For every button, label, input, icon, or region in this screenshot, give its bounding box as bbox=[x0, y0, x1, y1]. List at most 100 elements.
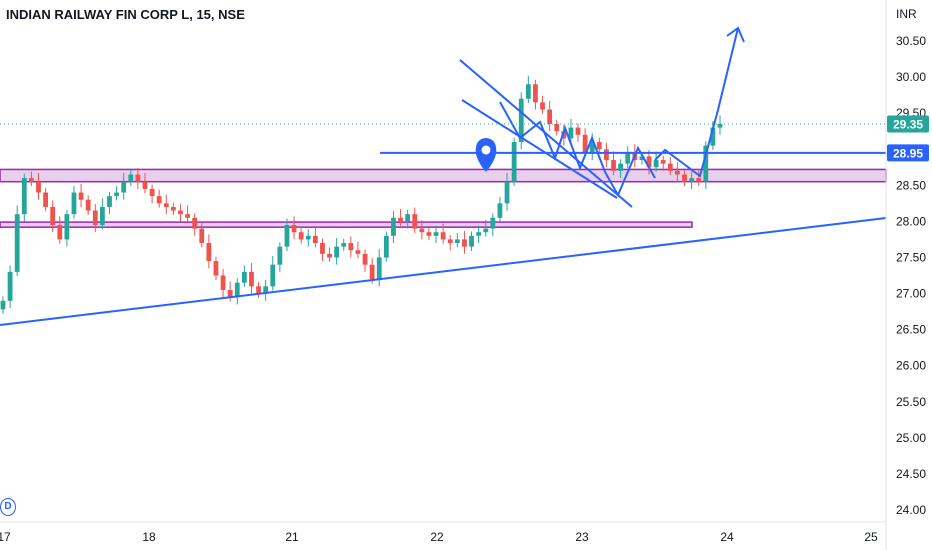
candle-body bbox=[589, 142, 595, 153]
candle-body bbox=[114, 192, 119, 197]
candle-body bbox=[433, 232, 439, 236]
candle-body bbox=[419, 228, 425, 233]
arrow-head bbox=[726, 26, 745, 43]
location-marker-dot bbox=[481, 145, 491, 155]
candle-body bbox=[14, 214, 20, 272]
currency-label: INR bbox=[896, 7, 917, 21]
candle-body bbox=[490, 217, 496, 229]
time-tick-label: 22 bbox=[430, 530, 444, 544]
candle-body bbox=[256, 286, 261, 294]
candle-body bbox=[21, 178, 27, 215]
time-tick-label: 25 bbox=[864, 530, 878, 544]
candle-body bbox=[575, 127, 581, 135]
candle-body bbox=[249, 271, 254, 287]
candle-body bbox=[99, 206, 105, 225]
channel-upper-line bbox=[459, 59, 633, 208]
candle-body bbox=[291, 224, 297, 233]
candle-body bbox=[298, 232, 304, 240]
candle-body bbox=[376, 257, 382, 280]
candle-body bbox=[483, 228, 489, 233]
candle-body bbox=[78, 192, 84, 200]
candle-body bbox=[369, 264, 375, 280]
candle-body bbox=[689, 178, 695, 182]
candle-body bbox=[561, 131, 567, 139]
time-tick-label: 23 bbox=[575, 530, 589, 544]
candle-body bbox=[604, 149, 609, 161]
time-tick-label: 24 bbox=[720, 530, 734, 544]
candle-body bbox=[305, 235, 311, 240]
candle-body bbox=[241, 271, 247, 283]
candle-body bbox=[149, 188, 155, 197]
price-axis[interactable]: 30.5030.0029.5029.0028.5028.0027.5027.00… bbox=[896, 34, 926, 517]
last-price-tag-bg bbox=[887, 115, 929, 133]
candle-body bbox=[121, 181, 127, 193]
time-axis[interactable]: 17 18 21 22 23 24 25 bbox=[0, 530, 878, 544]
candle-body bbox=[50, 206, 56, 225]
candle-body bbox=[334, 246, 340, 258]
candle-body bbox=[646, 156, 652, 168]
candle-body bbox=[362, 253, 368, 265]
price-tick-label: 27.50 bbox=[896, 250, 926, 264]
candle-body bbox=[270, 264, 276, 287]
candle-body bbox=[504, 181, 510, 204]
candle-body bbox=[596, 142, 602, 150]
candle-body bbox=[163, 203, 169, 207]
candle-body bbox=[518, 98, 524, 143]
trend-drawings bbox=[0, 26, 887, 326]
price-tick-label: 28.50 bbox=[896, 178, 926, 192]
candle-body bbox=[135, 174, 141, 182]
candle-body bbox=[383, 235, 389, 258]
zigzag-path bbox=[499, 101, 656, 198]
location-marker-icon bbox=[475, 138, 497, 172]
time-tick-label: 18 bbox=[142, 530, 156, 544]
candle-body bbox=[107, 196, 112, 207]
candle-body bbox=[533, 84, 538, 103]
candle-body bbox=[28, 178, 34, 182]
candle-body bbox=[447, 239, 453, 244]
candle-body bbox=[497, 203, 503, 218]
candle-body bbox=[213, 261, 219, 276]
candle-body bbox=[391, 217, 396, 236]
candle-body bbox=[312, 235, 318, 244]
candle-body bbox=[0, 300, 6, 310]
candle-body bbox=[454, 239, 460, 244]
candle-body bbox=[234, 282, 240, 298]
candle-body bbox=[178, 210, 183, 215]
candle-body bbox=[192, 217, 198, 229]
candle-body bbox=[220, 275, 226, 290]
candle-body bbox=[85, 199, 91, 211]
dividend-badge[interactable]: D bbox=[0, 498, 16, 516]
candle-body bbox=[398, 217, 403, 222]
candle-body bbox=[57, 224, 63, 240]
candle-body bbox=[547, 109, 553, 124]
candle-body bbox=[540, 102, 545, 110]
support-zone bbox=[0, 221, 693, 228]
price-tick-label: 26.00 bbox=[896, 359, 926, 373]
breakout-arrow-path bbox=[654, 27, 739, 178]
candlestick-series bbox=[0, 75, 723, 314]
candle-body bbox=[206, 243, 212, 262]
price-tick-label: 30.00 bbox=[896, 70, 926, 84]
candle-body bbox=[582, 134, 588, 153]
level-price-tag-bg bbox=[887, 144, 929, 162]
candle-body bbox=[568, 127, 574, 139]
candle-body bbox=[185, 214, 190, 218]
candle-body bbox=[639, 156, 645, 161]
candle-body bbox=[92, 210, 98, 225]
candle-body bbox=[653, 160, 659, 168]
candle-body bbox=[462, 239, 467, 247]
candle-body bbox=[341, 243, 347, 247]
candle-body bbox=[710, 127, 716, 146]
candle-body bbox=[618, 163, 624, 171]
ascending-trendline bbox=[0, 217, 887, 326]
candle-body bbox=[7, 271, 13, 301]
last-price-tag: 29.35 bbox=[893, 117, 923, 131]
candle-body bbox=[611, 160, 616, 171]
candle-body bbox=[625, 152, 631, 164]
candle-body bbox=[511, 142, 517, 182]
candle-body bbox=[525, 84, 531, 99]
candle-body bbox=[476, 232, 482, 236]
candle-body bbox=[327, 253, 332, 258]
price-tick-label: 25.00 bbox=[896, 431, 926, 445]
